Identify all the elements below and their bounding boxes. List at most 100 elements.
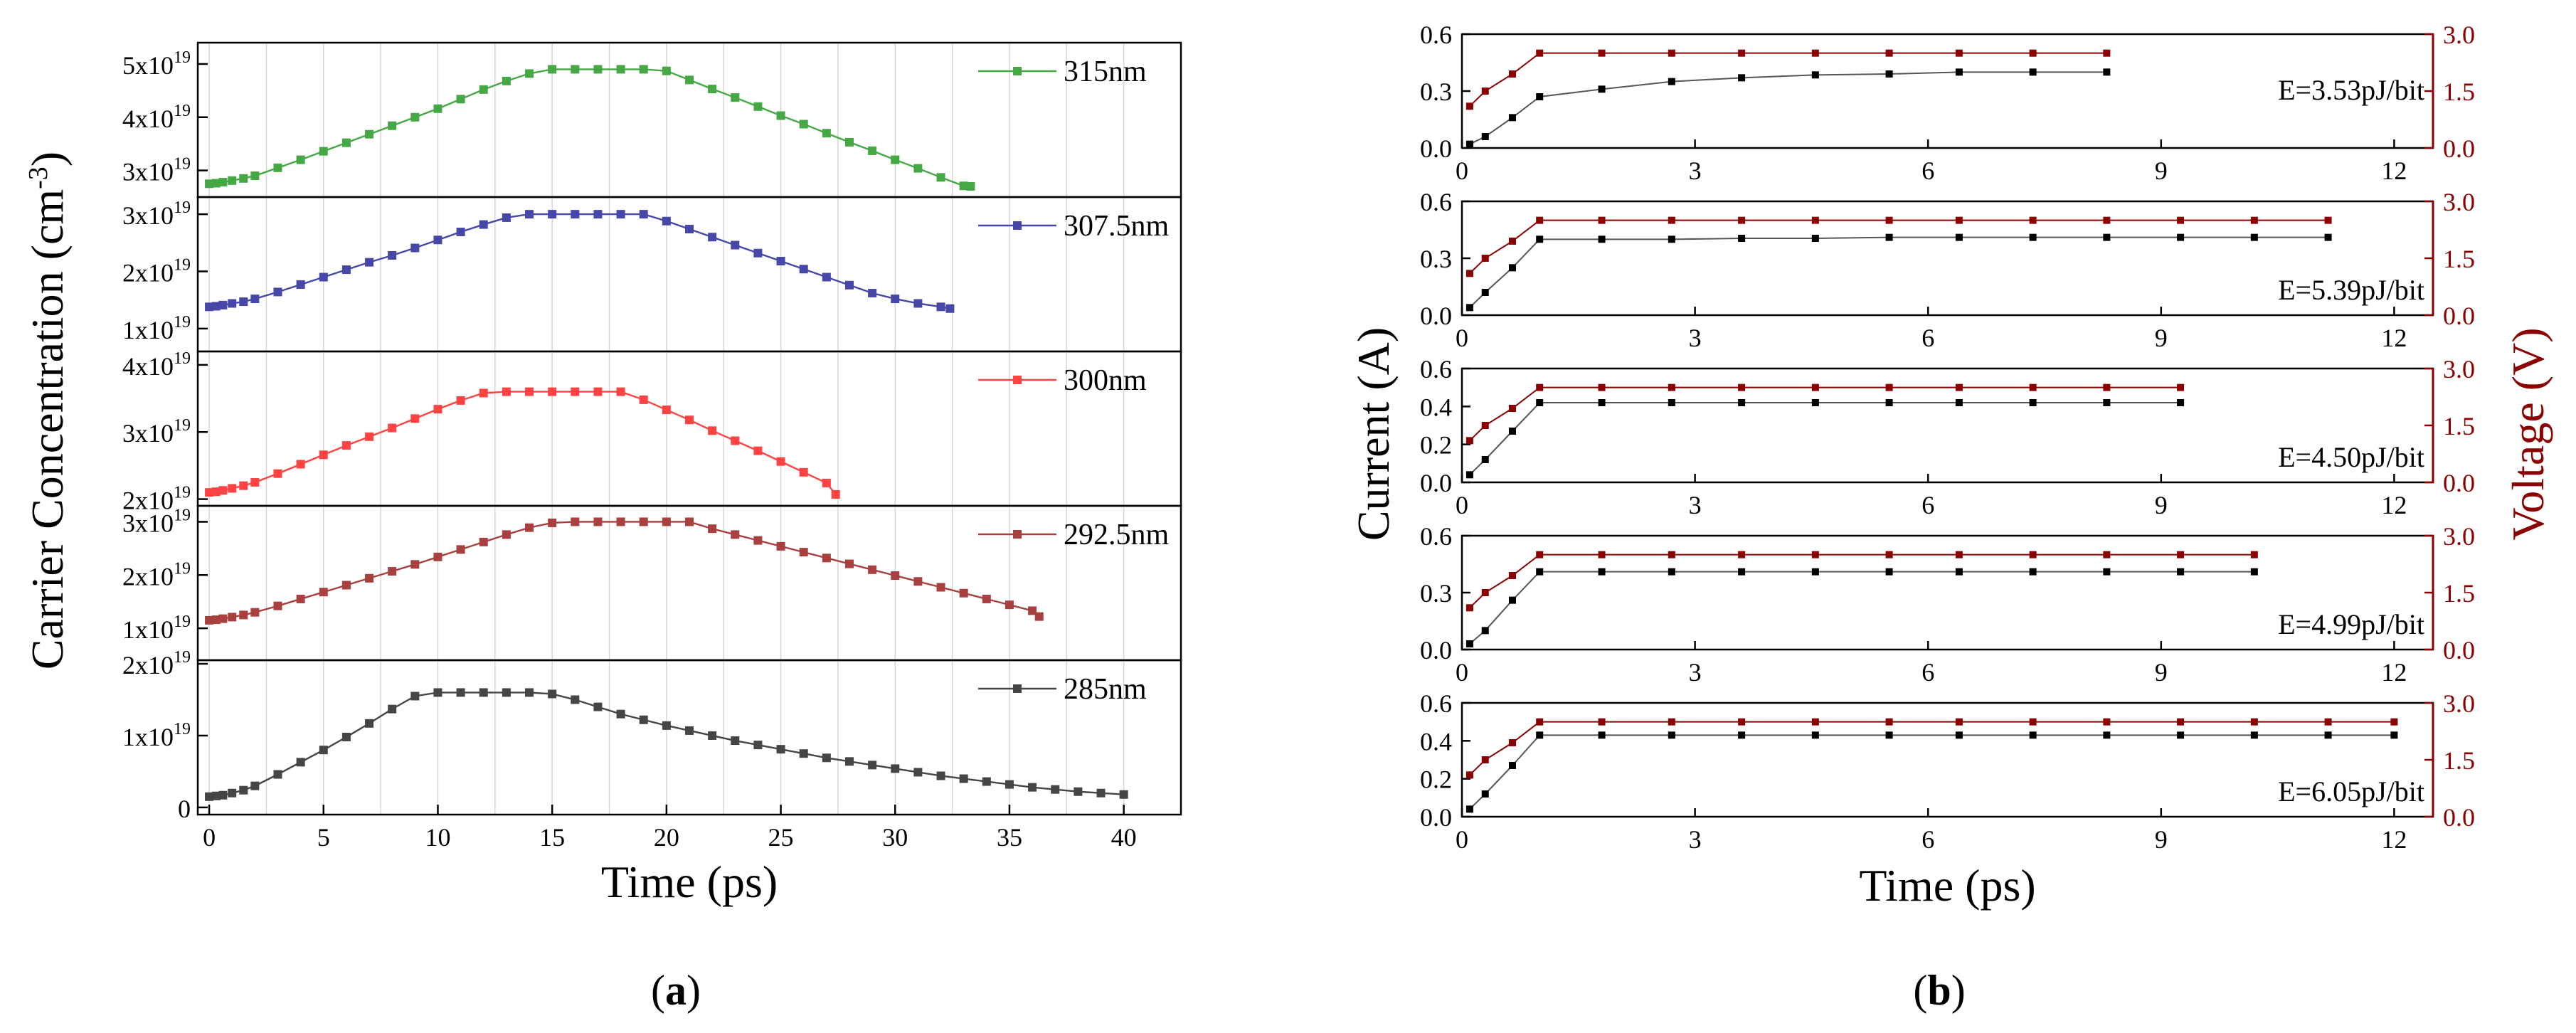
voltage-point: [1465, 604, 1473, 612]
data-point: [616, 210, 625, 219]
data-point: [296, 594, 305, 603]
current-point: [1536, 235, 1544, 243]
data-point: [822, 478, 831, 487]
voltage-point: [2029, 551, 2037, 558]
voltage-point: [1955, 383, 1963, 391]
y-tick-label: 0.4: [1420, 727, 1452, 756]
y-tick-label: 0.6: [1420, 689, 1452, 718]
y-tick-label: 0: [178, 795, 191, 823]
data-point: [205, 179, 214, 189]
x-tick-label: 6: [1922, 324, 1934, 352]
x-tick-label: 9: [2155, 491, 2168, 519]
data-point: [868, 761, 877, 770]
data-point: [273, 287, 282, 297]
y-tick-label: 0.0: [1420, 636, 1452, 664]
current-point: [2029, 399, 2037, 406]
current-point: [2250, 233, 2258, 241]
y-tick-label: 0.2: [1420, 431, 1452, 460]
series-line-307.5nm: [208, 213, 950, 309]
x-tick-label: 30: [882, 823, 908, 852]
voltage-point: [2177, 551, 2185, 558]
legend-label: 285nm: [1064, 673, 1147, 706]
current-point: [1598, 85, 1606, 93]
voltage-point: [1481, 589, 1489, 596]
data-point: [250, 171, 260, 181]
data-point: [548, 387, 557, 396]
data-point: [966, 182, 975, 191]
voltage-point: [1508, 739, 1516, 746]
y2-tick-label: 3.0: [2443, 188, 2475, 216]
data-point: [982, 777, 991, 786]
panel-frame: [196, 41, 1182, 198]
y2-tick-label: 3.0: [2443, 522, 2475, 551]
energy-annotation: E=5.39pJ/bit: [2278, 274, 2424, 306]
data-point: [822, 553, 831, 563]
data-point: [831, 489, 840, 499]
data-point: [822, 272, 831, 282]
x-tick-label: 9: [2155, 157, 2168, 185]
data-point: [479, 220, 488, 229]
x-tick-label: 0: [1456, 157, 1468, 185]
voltage-point: [1885, 49, 1893, 57]
current-point: [1885, 233, 1893, 241]
legend-marker: [1013, 67, 1022, 75]
panel-frame: [196, 196, 1182, 353]
voltage-line: [1469, 386, 2181, 442]
data-point: [239, 481, 248, 490]
data-point: [319, 746, 328, 755]
y-tick-label: 1x1019: [122, 613, 191, 644]
voltage-point: [1598, 216, 1606, 224]
voltage-point: [1885, 216, 1893, 224]
current-point: [1508, 596, 1516, 604]
series-line-300nm: [208, 391, 837, 495]
panel-label-b: (b): [1913, 967, 1965, 1014]
data-point: [365, 129, 374, 139]
y-tick-label: 3x1019: [122, 198, 191, 230]
data-point: [662, 721, 671, 730]
data-point: [205, 615, 214, 625]
data-point: [273, 770, 282, 779]
data-point: [205, 302, 214, 312]
energy-annotation: E=4.99pJ/bit: [2278, 608, 2424, 640]
data-point: [433, 104, 442, 113]
current-point: [2250, 731, 2258, 739]
data-point: [456, 545, 465, 554]
current-point: [1481, 627, 1489, 635]
data-point: [388, 121, 397, 130]
voltage-point: [1598, 383, 1606, 391]
y-tick-label: 5x1019: [122, 48, 191, 80]
current-point: [2324, 233, 2332, 241]
x-tick-label: 0: [1456, 491, 1468, 519]
current-line: [1469, 236, 2328, 309]
data-point: [799, 548, 808, 557]
data-point: [799, 749, 808, 758]
x-tick-label: 3: [1689, 324, 1702, 352]
data-point: [211, 791, 221, 800]
data-point: [844, 559, 854, 568]
data-point: [341, 265, 351, 275]
current-point: [1508, 428, 1516, 435]
current-point: [1465, 640, 1473, 647]
x-tick-label: 3: [1689, 658, 1702, 687]
data-point: [753, 248, 763, 258]
voltage-point: [2029, 383, 2037, 391]
legend-label: 292.5nm: [1064, 519, 1170, 551]
current-point: [1465, 140, 1473, 148]
legend-label: 300nm: [1064, 364, 1147, 397]
x-tick-label: 9: [2155, 825, 2168, 854]
current-point: [1885, 399, 1893, 406]
data-point: [250, 295, 260, 304]
y-tick-label: 0.3: [1420, 579, 1452, 608]
current-point: [1536, 93, 1544, 100]
data-point: [319, 588, 328, 597]
voltage-point: [2390, 718, 2398, 726]
voltage-point: [1508, 572, 1516, 579]
data-point: [868, 565, 877, 574]
legend-label: 315nm: [1064, 55, 1147, 88]
data-point: [548, 518, 557, 527]
current-point: [1955, 731, 1963, 739]
data-point: [959, 181, 968, 191]
data-point: [525, 523, 534, 532]
data-point: [593, 517, 603, 526]
